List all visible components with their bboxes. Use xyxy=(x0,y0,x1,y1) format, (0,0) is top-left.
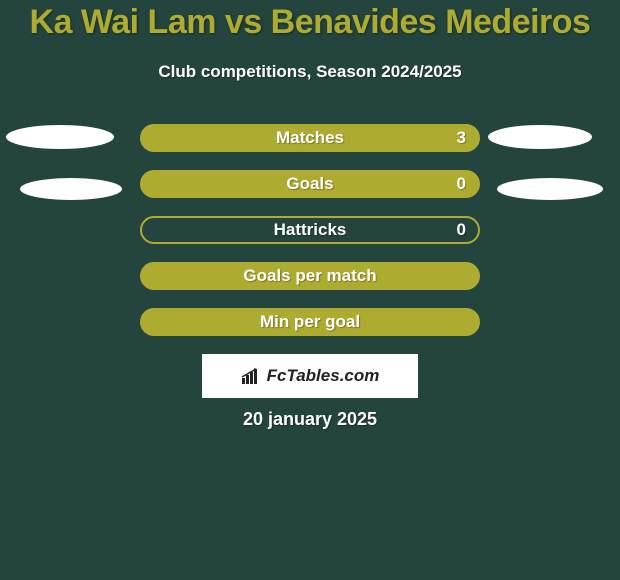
ellipse-left-bot xyxy=(20,178,122,200)
chart-bars-icon xyxy=(241,368,261,384)
chart-date: 20 january 2025 xyxy=(0,409,620,430)
logo-box: FcTables.com xyxy=(202,354,418,398)
stat-row-goals: Goals 0 xyxy=(140,170,480,198)
stat-row-matches: Matches 3 xyxy=(140,124,480,152)
stat-label: Hattricks xyxy=(274,220,347,240)
stat-row-hattricks: Hattricks 0 xyxy=(140,216,480,244)
chart-canvas: Ka Wai Lam vs Benavides Medeiros Club co… xyxy=(0,0,620,580)
stat-label: Goals xyxy=(286,174,333,194)
stat-value: 0 xyxy=(457,220,466,240)
logo-text: FcTables.com xyxy=(267,366,380,386)
ellipse-left-top xyxy=(6,125,114,149)
stat-label: Goals per match xyxy=(243,266,376,286)
stat-value: 3 xyxy=(457,128,466,148)
stat-value: 0 xyxy=(457,174,466,194)
stat-label: Matches xyxy=(276,128,344,148)
stat-row-mpg: Min per goal xyxy=(140,308,480,336)
chart-subtitle: Club competitions, Season 2024/2025 xyxy=(0,62,620,82)
stat-label: Min per goal xyxy=(260,312,360,332)
ellipse-right-top xyxy=(488,125,592,149)
ellipse-right-bot xyxy=(497,178,603,200)
stat-row-gpm: Goals per match xyxy=(140,262,480,290)
chart-title: Ka Wai Lam vs Benavides Medeiros xyxy=(0,3,620,42)
